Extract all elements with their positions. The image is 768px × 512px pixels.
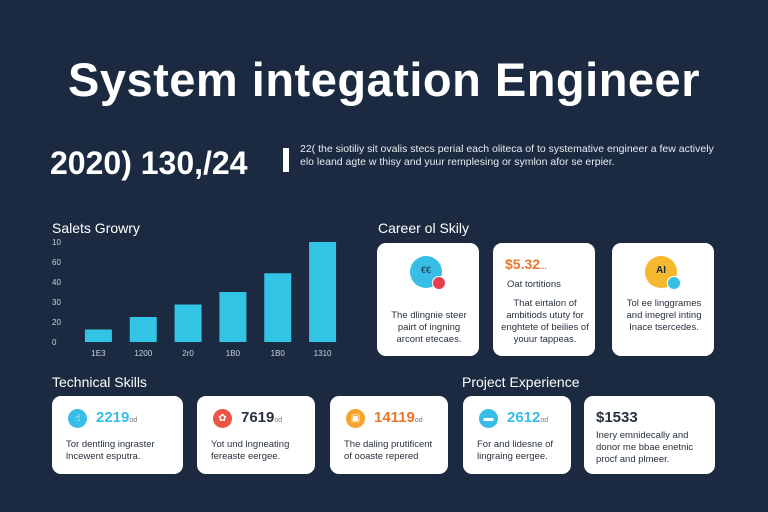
skill-description: For and lidesne of lingraing eergee. <box>477 439 554 462</box>
bar-1310 <box>309 242 337 342</box>
chat-icon: €€ <box>410 256 442 288</box>
info-badge <box>667 276 681 290</box>
skill-value: 7619od <box>241 409 282 426</box>
ai-icon-label: AI <box>656 265 666 276</box>
subtitle-number: 2020) 130,/24 <box>50 145 248 181</box>
skill-value-unit: od <box>414 417 423 424</box>
skill-value-number: 2219 <box>96 409 130 426</box>
skill-card-3[interactable]: ▣ 14119od The daling prutificent of ooas… <box>330 396 448 474</box>
chat-icon-label: €€ <box>420 265 431 275</box>
gear-icon: ✿ <box>213 409 232 428</box>
skill-value: 2612od <box>507 409 548 426</box>
skill-value-unit: od <box>540 417 549 424</box>
x-tick-label: 1E3 <box>91 349 106 358</box>
career-card-text: Tol ee linggrames and imegrel inting Ina… <box>626 298 702 333</box>
career-card-1[interactable]: €€ The dlingnie steer pairt of ingning a… <box>377 243 479 356</box>
skill-description: Yot und lngneating fereaste eergee. <box>211 439 290 462</box>
intro-paragraph: 22( the siotiliy sit ovalis stecs perial… <box>300 143 714 168</box>
lock-icon: ▣ <box>346 409 365 428</box>
price-amount: $5.32 <box>505 256 541 272</box>
skill-description: The daling prutificent of ooaste repered <box>344 439 433 462</box>
bar-1B0 <box>219 292 247 342</box>
bar-1200 <box>129 317 157 342</box>
sales-growth-heading: Salets Growry <box>52 220 140 236</box>
y-tick-label: 30 <box>52 298 61 307</box>
x-tick-label: 1310 <box>314 349 332 358</box>
notification-badge <box>432 276 446 290</box>
price-suffix: ... <box>540 262 547 271</box>
skill-description: Inery emnidecally and donor me bbae enet… <box>596 430 694 465</box>
skill-description: Tor dentling ingraster lncewent esputra. <box>66 439 155 462</box>
sales-growth-chart: 10 60 40 30 20 0 1E3 1200 2r0 1B0 1B0 1310 <box>52 238 337 358</box>
career-skills-heading: Career ol Skily <box>378 220 470 236</box>
skill-value-number: 7619 <box>241 409 275 426</box>
skill-value-number: 14119 <box>374 409 415 426</box>
folder-icon: ▬ <box>479 409 498 428</box>
x-tick-label: 1B0 <box>226 349 241 358</box>
x-tick-label: 1B0 <box>271 349 286 358</box>
skill-value: $1533 <box>596 409 638 426</box>
y-tick-label: 60 <box>52 258 61 267</box>
x-tick-label: 1200 <box>134 349 152 358</box>
skill-value-unit: od <box>274 417 283 424</box>
skill-card-5[interactable]: $1533 Inery emnidecally and donor me bba… <box>584 396 715 474</box>
x-tick-label: 2r0 <box>182 349 194 358</box>
career-card-text: The dlingnie steer pairt of ingning arco… <box>391 310 467 345</box>
bar-2r0 <box>174 304 202 342</box>
career-card-text: That eirtalon of ambitiods ututy for eng… <box>501 298 589 345</box>
y-tick-label: 10 <box>52 238 61 247</box>
technical-skills-heading: Technical Skills <box>52 374 147 390</box>
skill-value: 2219od <box>96 409 137 426</box>
career-card-3[interactable]: AI Tol ee linggrames and imegrel inting … <box>612 243 714 356</box>
price-subtitle: Oat tortitions <box>507 279 561 290</box>
y-tick-label: 40 <box>52 278 61 287</box>
bar-1B0 <box>264 273 292 342</box>
text-cursor-bar <box>283 148 289 172</box>
price-value: $5.32... <box>505 256 547 272</box>
y-tick-label: 20 <box>52 318 61 327</box>
skill-card-1[interactable]: ☝ 2219od Tor dentling ingraster lncewent… <box>52 396 183 474</box>
hand-icon: ☝ <box>68 409 87 428</box>
page-title: System integation Engineer <box>68 53 700 106</box>
skill-card-4[interactable]: ▬ 2612od For and lidesne of lingraing ee… <box>463 396 571 474</box>
skill-value-number: 2612 <box>507 409 541 426</box>
skill-value-unit: od <box>129 417 138 424</box>
project-experience-heading: Project Experience <box>462 374 580 390</box>
skill-value: 14119od <box>374 409 423 426</box>
bar-1E3 <box>84 329 112 342</box>
skill-card-2[interactable]: ✿ 7619od Yot und lngneating fereaste eer… <box>197 396 315 474</box>
career-card-2[interactable]: $5.32... Oat tortitions That eirtalon of… <box>493 243 595 356</box>
y-tick-label: 0 <box>52 338 57 347</box>
